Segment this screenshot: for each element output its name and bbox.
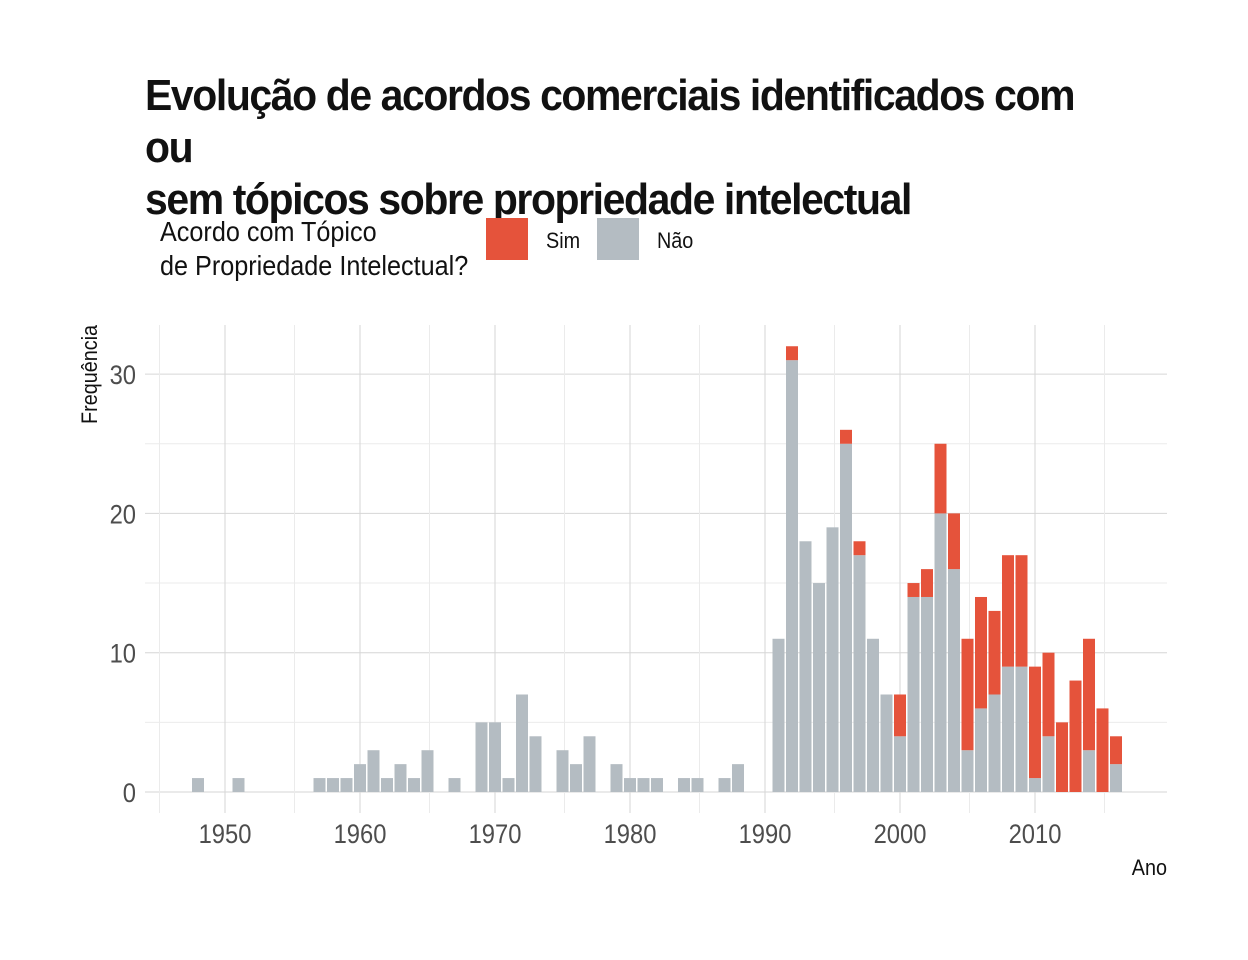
legend-label-nao: Não <box>657 228 694 253</box>
bar-nao-1977 <box>583 736 596 792</box>
bar-nao-2008 <box>1002 666 1014 792</box>
bar-sim-2010 <box>1029 666 1041 779</box>
bar-nao-1964 <box>408 778 420 792</box>
legend-title-line-2: de Propriedade Intelectual? <box>160 250 469 281</box>
y-tick-label: 30 <box>110 361 136 391</box>
chart-title-line-2: sem tópicos sobre propriedade intelectua… <box>145 175 912 224</box>
bar-nao-1991 <box>772 638 785 792</box>
bar-nao-1948 <box>192 778 204 792</box>
bar-nao-1969 <box>475 722 488 792</box>
bar-nao-1999 <box>880 694 893 792</box>
bar-sim-2013 <box>1069 680 1082 792</box>
bar-nao-1976 <box>570 764 582 792</box>
bar-nao-1959 <box>340 778 353 792</box>
bar-nao-1970 <box>489 722 501 792</box>
x-tick-label: 1980 <box>604 820 657 850</box>
bar-sim-1997 <box>853 541 866 556</box>
bar-sim-1992 <box>786 346 798 361</box>
x-tick-label: 2000 <box>874 820 927 850</box>
bar-nao-2003 <box>934 513 947 792</box>
bar-nao-1967 <box>448 778 461 792</box>
bar-nao-1960 <box>354 764 366 792</box>
bar-sim-2000 <box>894 694 906 737</box>
bar-sim-2016 <box>1110 736 1122 765</box>
bar-nao-2004 <box>948 569 960 792</box>
bar-sim-2008 <box>1002 555 1014 667</box>
legend-swatch-sim <box>486 218 528 260</box>
bar-nao-2001 <box>907 596 920 792</box>
bar-sim-2015 <box>1096 708 1109 792</box>
bar-nao-1981 <box>637 778 650 792</box>
legend-title: Acordo com Tópico de Propriedade Intelec… <box>160 215 468 283</box>
bar-nao-1961 <box>367 750 380 792</box>
bar-nao-1972 <box>516 694 528 792</box>
bar-nao-1971 <box>502 778 515 792</box>
bar-nao-2007 <box>988 694 1001 792</box>
bar-sim-2011 <box>1042 652 1055 737</box>
bar-sim-2002 <box>921 569 933 597</box>
bar-nao-1951 <box>232 778 245 792</box>
bar-nao-2002 <box>921 596 933 792</box>
bar-nao-1995 <box>826 527 839 792</box>
bar-nao-1965 <box>421 750 434 792</box>
chart-title-line-1: Evolução de acordos comerciais identific… <box>145 71 1075 172</box>
bar-nao-2005 <box>961 750 974 792</box>
y-tick-labels: 0 10 20 30 <box>110 361 136 809</box>
bar-sim-1996 <box>840 429 852 444</box>
legend-label-sim: Sim <box>546 228 581 253</box>
bar-nao-1992 <box>786 360 798 792</box>
x-tick-labels: 1950 1960 1970 1980 1990 2000 2010 <box>199 820 1062 850</box>
x-tick-label: 1950 <box>199 820 252 850</box>
bar-nao-2009 <box>1015 666 1028 792</box>
x-tick-label: 1970 <box>469 820 522 850</box>
bar-sim-2005 <box>961 638 974 751</box>
bar-nao-2014 <box>1083 750 1095 792</box>
y-tick-label: 10 <box>110 639 136 669</box>
bar-nao-1975 <box>556 750 569 792</box>
bar-nao-1982 <box>651 778 663 792</box>
x-tick-label: 1960 <box>334 820 387 850</box>
bar-nao-1994 <box>813 583 825 792</box>
bar-nao-1998 <box>867 638 879 792</box>
chart-title: Evolução de acordos comerciais identific… <box>145 70 1131 226</box>
bar-nao-1987 <box>718 778 731 792</box>
bar-sim-2014 <box>1083 638 1095 751</box>
bar-sim-2004 <box>948 513 960 570</box>
legend-swatch-nao <box>597 218 639 260</box>
bar-nao-1988 <box>732 764 744 792</box>
bar-sim-2006 <box>975 596 987 709</box>
bar-nao-1958 <box>327 778 339 792</box>
bar-sim-2001 <box>907 583 920 597</box>
bar-sim-2003 <box>934 443 947 514</box>
bar-sim-2007 <box>988 610 1001 695</box>
bar-nao-1962 <box>381 778 393 792</box>
y-axis-label: Frequência <box>78 325 102 424</box>
bar-nao-1985 <box>691 778 704 792</box>
bar-nao-2010 <box>1029 778 1041 792</box>
bar-nao-1957 <box>313 778 326 792</box>
bar-sim-2009 <box>1015 555 1028 667</box>
bar-sim-2012 <box>1056 722 1068 792</box>
bar-nao-1963 <box>394 764 407 792</box>
bar-nao-2016 <box>1110 764 1122 792</box>
bar-nao-2006 <box>975 708 987 792</box>
bar-nao-1979 <box>610 764 623 792</box>
x-axis-label: Ano <box>1132 856 1167 880</box>
y-tick-label: 20 <box>110 500 136 530</box>
bar-nao-1996 <box>840 443 852 792</box>
x-tick-label: 1990 <box>739 820 792 850</box>
bar-nao-1997 <box>853 555 866 792</box>
x-tick-label: 2010 <box>1009 820 1062 850</box>
y-tick-label: 0 <box>123 779 136 809</box>
bars <box>192 346 1122 792</box>
bar-nao-2011 <box>1042 736 1055 792</box>
bar-nao-1984 <box>678 778 690 792</box>
bar-nao-1973 <box>529 736 542 792</box>
bar-nao-1993 <box>799 541 812 792</box>
legend-title-line-1: Acordo com Tópico <box>160 216 377 247</box>
bar-nao-2000 <box>894 736 906 792</box>
bar-nao-1980 <box>624 778 636 792</box>
